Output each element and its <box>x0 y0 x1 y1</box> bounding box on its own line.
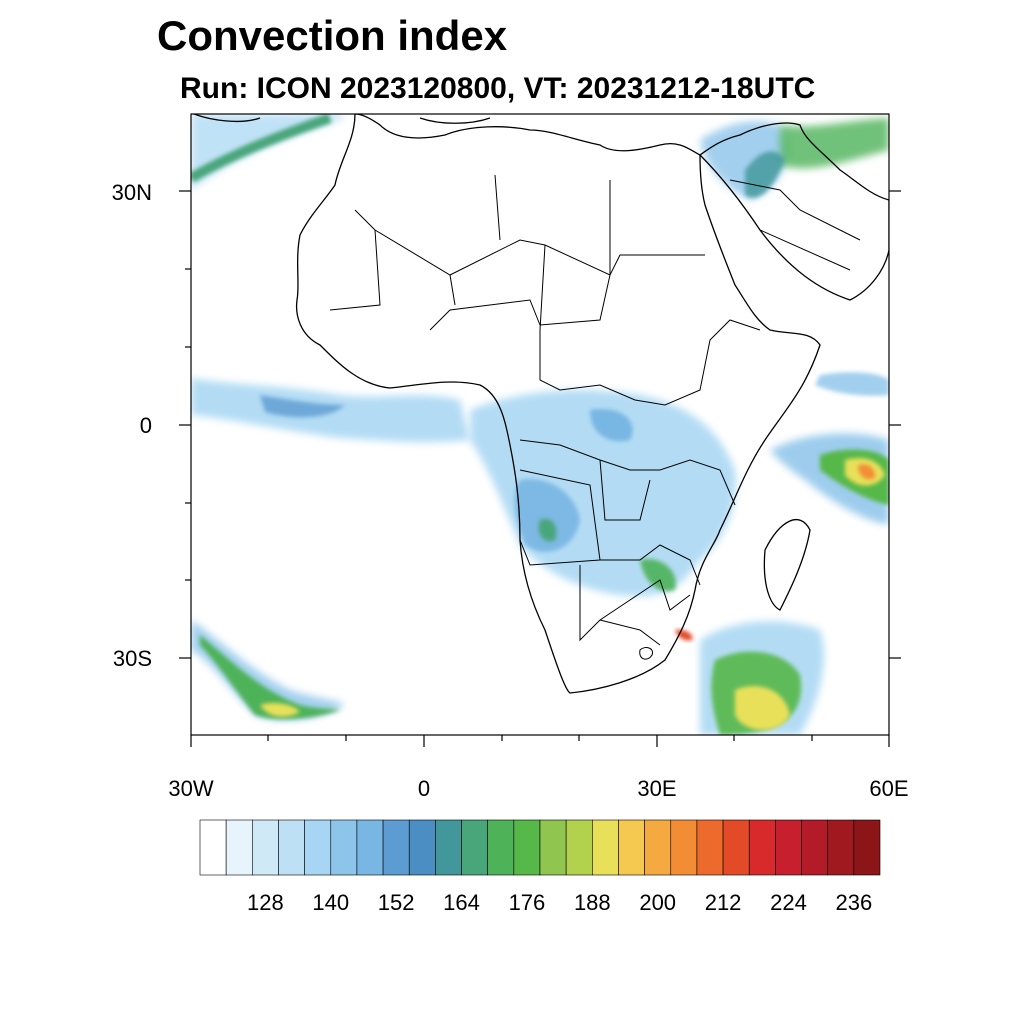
colorbar-box <box>670 819 698 876</box>
colorbar-box <box>252 819 279 876</box>
convection-area <box>514 479 580 552</box>
colorbar-tick-label: 164 <box>443 890 480 915</box>
colorbar-box <box>748 819 776 876</box>
colorbar-box <box>487 819 515 876</box>
convection-area <box>191 114 345 190</box>
colorbar-box <box>801 819 828 876</box>
convection-area <box>675 629 693 641</box>
colorbar-box <box>775 819 802 876</box>
convection-area <box>200 635 340 720</box>
border-line <box>519 469 701 586</box>
colorbar-box <box>853 819 881 876</box>
colorbar-box <box>539 819 567 876</box>
colorbar-box <box>696 819 724 876</box>
convection-area <box>260 702 300 717</box>
lon-label-30w: 30W <box>168 776 214 801</box>
convection-area <box>735 686 790 730</box>
colorbar-tick-label: 188 <box>573 890 611 915</box>
convection-area <box>858 464 876 480</box>
colorbar-tick-label: 224 <box>770 890 807 915</box>
colorbar-box <box>199 819 227 876</box>
convection-area <box>191 620 345 721</box>
colorbar-box <box>408 819 436 876</box>
border-line <box>519 439 736 521</box>
convection-area <box>590 409 633 442</box>
border-line <box>639 647 654 660</box>
convection-area <box>260 395 345 418</box>
lat-label-30n: 30N <box>111 180 152 205</box>
colorbar-tick-label: 176 <box>508 890 546 915</box>
colorbar-box <box>330 819 358 876</box>
colorbar-tick-label: 212 <box>704 890 742 915</box>
lat-label-0: 0 <box>139 413 152 438</box>
colorbar-box <box>461 819 488 876</box>
lon-label-0: 0 <box>417 776 431 801</box>
colorbar-box <box>435 819 462 876</box>
colorbar-box <box>644 819 672 876</box>
colorbar-tick-label: 152 <box>377 890 415 915</box>
colorbar-tick-label: 140 <box>312 890 350 915</box>
convection-area <box>640 559 676 592</box>
convection-area <box>538 518 557 542</box>
lat-label-30s: 30S <box>112 646 152 671</box>
colorbar-box <box>278 819 305 876</box>
border-line <box>449 244 761 406</box>
lon-label-60e: 60E <box>869 776 909 801</box>
border-line <box>729 179 861 271</box>
colorbar-box <box>592 819 619 876</box>
convection-area <box>815 372 889 396</box>
africa-coastline <box>295 114 821 694</box>
border-line <box>579 565 691 646</box>
colorbar-tick-label: 128 <box>247 890 284 915</box>
convection-area <box>191 114 332 183</box>
colorbar-box <box>827 819 855 876</box>
colorbar-box <box>513 819 541 876</box>
lon-label-30e: 30E <box>637 776 677 801</box>
europe-coastline <box>193 114 491 124</box>
axis-ticks <box>179 190 901 747</box>
colorbar-tick-label: 236 <box>835 890 873 915</box>
convection-area <box>780 118 889 169</box>
colorbar-box <box>304 819 332 876</box>
map-plot-area <box>191 114 889 735</box>
colorbar-box <box>382 819 410 876</box>
colorbar-tick-label: 200 <box>639 890 677 915</box>
colorbar-box <box>356 819 384 876</box>
convection-area <box>745 151 785 198</box>
colorbar <box>199 819 881 876</box>
madagascar-coastline <box>763 518 811 611</box>
colorbar-box <box>565 819 593 876</box>
colorbar-box <box>618 819 645 876</box>
colorbar-box <box>722 819 750 876</box>
country-borders <box>329 174 861 660</box>
map-title: Convection index <box>157 12 508 59</box>
map-subtitle: Run: ICON 2023120800, VT: 20231212-18UTC <box>180 72 816 105</box>
colorbar-box <box>225 819 253 876</box>
